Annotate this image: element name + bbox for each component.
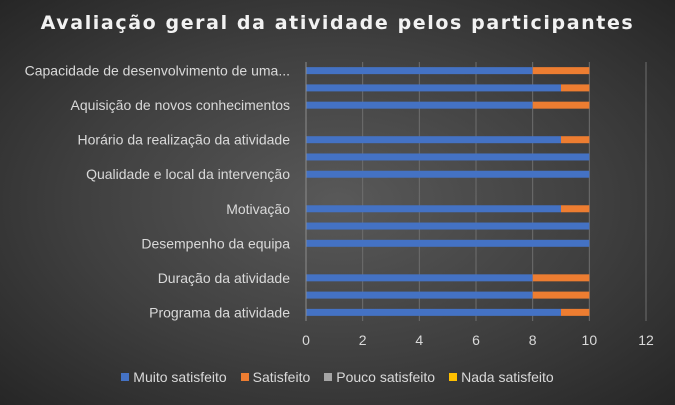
category-label: Desempenho da equipa [141, 235, 290, 251]
x-tick-label: 0 [302, 332, 310, 348]
category-label: Programa da atividade [149, 304, 290, 320]
category-label: Aquisição de novos conhecimentos [71, 97, 290, 113]
legend-label: Satisfeito [252, 369, 311, 385]
bar [306, 308, 561, 316]
bar [532, 274, 590, 282]
bar [561, 205, 590, 213]
chart-title: Avaliação geral da atividade pelos parti… [40, 12, 635, 34]
x-tick-label: 2 [359, 332, 367, 348]
bar [561, 136, 590, 144]
legend-label: Nada satisfeito [461, 369, 554, 385]
bar [532, 101, 590, 109]
bar [306, 170, 590, 178]
bar [306, 101, 533, 109]
legend-item: Nada satisfeito [449, 369, 554, 385]
category-label: Motivação [226, 201, 290, 217]
bar [306, 291, 533, 299]
legend-swatch [240, 373, 249, 381]
category-label: Capacidade de desenvolvimento de uma... [25, 63, 290, 79]
bar [561, 308, 590, 316]
legend-item: Pouco satisfeito [324, 369, 435, 385]
legend-swatch [324, 373, 333, 381]
bar [306, 239, 590, 247]
x-tick-label: 8 [529, 332, 537, 348]
bar [306, 136, 561, 144]
bar [561, 84, 590, 92]
bar [532, 67, 590, 75]
x-tick-label: 6 [472, 332, 480, 348]
x-tick-label: 12 [638, 332, 654, 348]
legend-item: Satisfeito [240, 369, 311, 385]
x-tick-label: 10 [582, 332, 598, 348]
bar [306, 84, 561, 92]
bar [306, 153, 590, 161]
legend-label: Muito satisfeito [133, 369, 227, 385]
legend-item: Muito satisfeito [121, 369, 227, 385]
legend-swatch [449, 373, 458, 381]
category-label: Horário da realização da atividade [78, 132, 291, 148]
bar [532, 291, 590, 299]
x-tick-label: 4 [415, 332, 423, 348]
category-label: Duração da atividade [158, 270, 291, 286]
legend-label: Pouco satisfeito [336, 369, 436, 385]
chart-legend: Muito satisfeito Satisfeito Pouco satisfei… [0, 369, 675, 385]
bar [306, 274, 533, 282]
bar [306, 67, 533, 75]
category-label: Qualidade e local da intervenção [86, 166, 290, 182]
legend-swatch [121, 373, 130, 381]
bar [306, 205, 561, 213]
bar [306, 222, 590, 230]
